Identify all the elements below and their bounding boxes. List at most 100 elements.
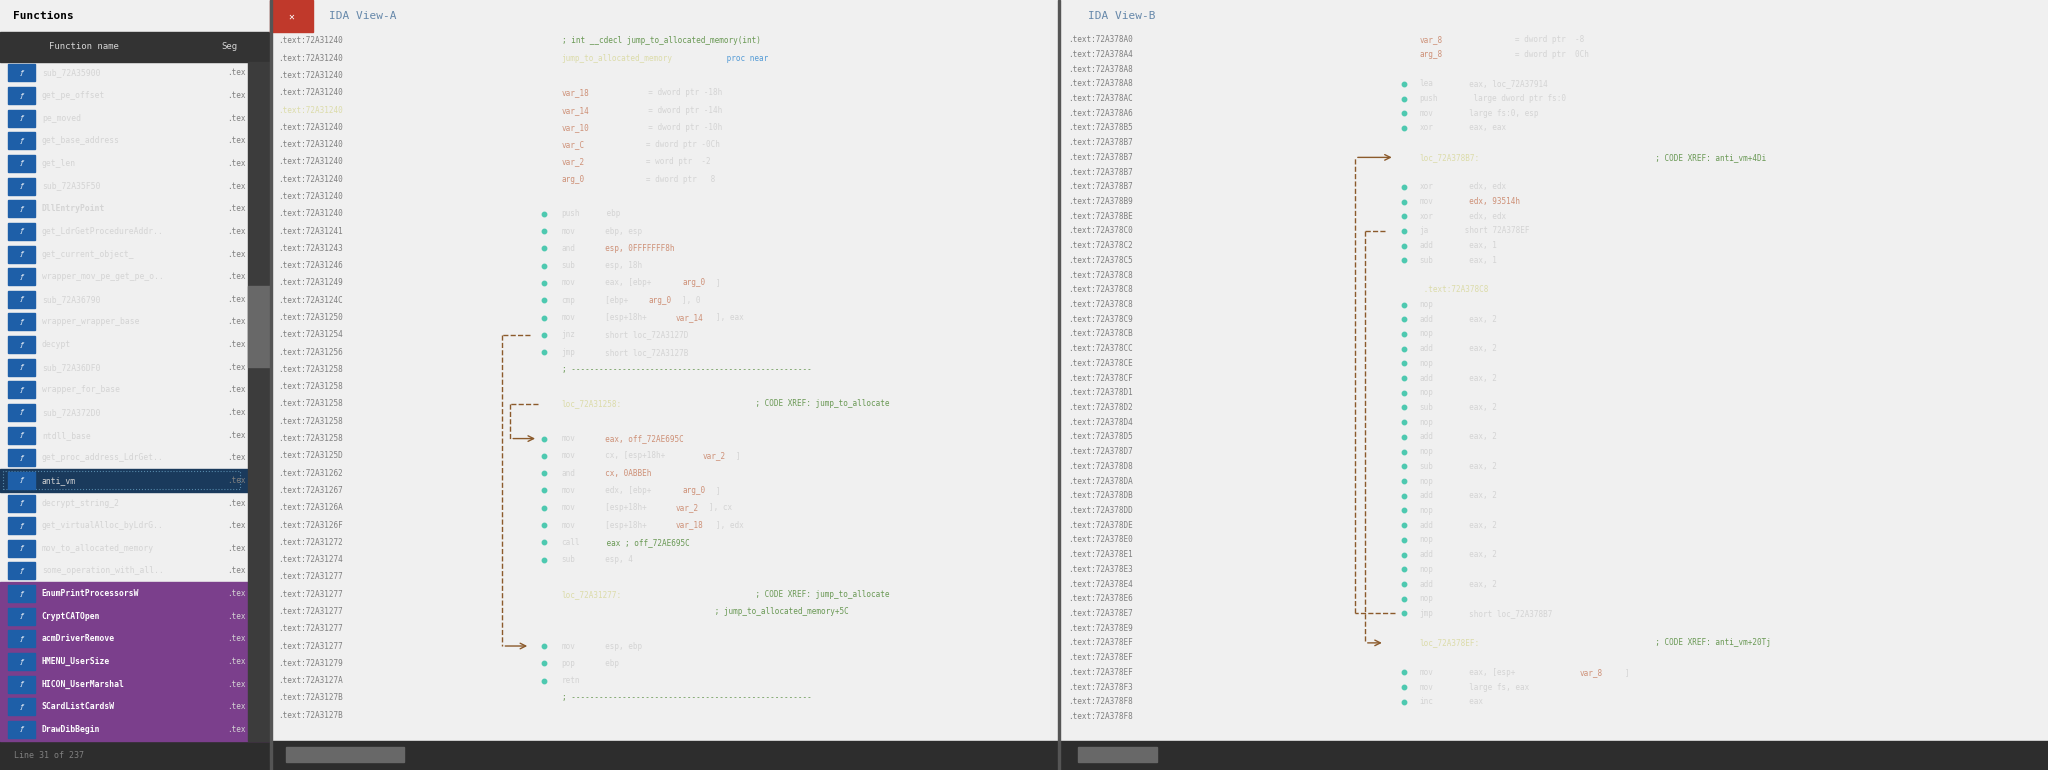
Bar [8, 449, 35, 467]
Text: ebp: ebp [582, 659, 618, 668]
Bar [8, 200, 35, 217]
Text: ]: ] [1624, 668, 1628, 677]
Text: .text:72A378CE: .text:72A378CE [1067, 359, 1133, 368]
Text: .text:72A378CB: .text:72A378CB [1067, 330, 1133, 339]
Text: edx, edx: edx, edx [1446, 182, 1505, 191]
Bar [8, 653, 35, 670]
Text: eax: eax [1446, 697, 1483, 706]
Text: .text:72A31240: .text:72A31240 [279, 192, 342, 201]
Text: EnumPrintProcessorsW: EnumPrintProcessorsW [41, 589, 139, 598]
Text: nop: nop [1419, 506, 1434, 515]
Text: Line 31 of 237: Line 31 of 237 [14, 751, 84, 760]
Text: ]: ] [735, 451, 739, 460]
Text: .text:72A378B9: .text:72A378B9 [1067, 197, 1133, 206]
Text: wrapper_mov_pe_get_pe_o..: wrapper_mov_pe_get_pe_o.. [41, 272, 164, 281]
Text: .tex: .tex [227, 454, 246, 462]
Text: = word ptr  -2: = word ptr -2 [596, 158, 711, 166]
Bar [2, 471, 240, 490]
Text: short 72A378EF: short 72A378EF [1438, 226, 1530, 236]
Bar [8, 562, 35, 580]
Text: .text:72A31258: .text:72A31258 [279, 400, 342, 409]
Text: and: and [561, 469, 575, 477]
Bar [8, 268, 35, 285]
Text: .tex: .tex [227, 363, 246, 372]
Bar [1059, 741, 2048, 770]
Bar [8, 223, 35, 240]
Text: nop: nop [1419, 359, 1434, 368]
Text: short loc_72A3127B: short loc_72A3127B [582, 347, 688, 357]
Bar [0, 673, 270, 695]
Text: .text:72A378E4: .text:72A378E4 [1067, 580, 1133, 588]
Text: ƒ: ƒ [20, 364, 25, 370]
Text: = dword ptr   8: = dword ptr 8 [596, 175, 715, 184]
Text: .text:72A378C8: .text:72A378C8 [1067, 300, 1133, 309]
Text: DllEntryPoint: DllEntryPoint [41, 204, 104, 213]
Text: .tex: .tex [227, 498, 246, 507]
Text: arg_8: arg_8 [1419, 50, 1442, 59]
Text: .tex: .tex [227, 136, 246, 146]
Text: .text:72A378B7: .text:72A378B7 [1067, 153, 1133, 162]
Bar [8, 313, 35, 330]
Text: ƒ: ƒ [20, 116, 25, 121]
Text: decypt: decypt [41, 340, 72, 349]
Text: .text:72A31240: .text:72A31240 [279, 54, 342, 63]
Bar [248, 62, 270, 741]
Bar [8, 698, 35, 715]
Text: = dword ptr -0Ch: = dword ptr -0Ch [596, 140, 721, 149]
Text: .text:72A378DD: .text:72A378DD [1067, 506, 1133, 515]
Text: ƒ: ƒ [20, 183, 25, 189]
Text: sub: sub [561, 555, 575, 564]
Text: HMENU_UserSize: HMENU_UserSize [41, 657, 111, 666]
Text: ƒ: ƒ [20, 206, 25, 212]
Text: .text:72A378D8: .text:72A378D8 [1067, 462, 1133, 470]
Text: .text:72A31240: .text:72A31240 [279, 71, 342, 80]
Text: short loc_72A378B7: short loc_72A378B7 [1446, 609, 1552, 618]
Text: get_virtualAlloc_byLdrG..: get_virtualAlloc_byLdrG.. [41, 521, 164, 531]
Text: .tex: .tex [227, 521, 246, 531]
Text: .text:72A31240: .text:72A31240 [279, 209, 342, 219]
Text: .text:72A378E3: .text:72A378E3 [1067, 565, 1133, 574]
Text: nop: nop [1419, 565, 1434, 574]
Text: .text:72A378A0: .text:72A378A0 [1067, 35, 1133, 44]
Text: edx, 93514h: edx, 93514h [1446, 197, 1520, 206]
Text: nop: nop [1419, 535, 1434, 544]
Text: .text:72A31246: .text:72A31246 [279, 261, 342, 270]
Text: = dword ptr  -8: = dword ptr -8 [1464, 35, 1585, 44]
Text: .text:72A31267: .text:72A31267 [279, 486, 342, 495]
Text: eax, [ebp+: eax, [ebp+ [582, 279, 651, 287]
Text: Function name: Function name [49, 42, 119, 52]
Bar [8, 517, 35, 534]
Text: 00001240  72A31240:  jump_to_allocated_memory  (Synchronized with Hex View-1): 00001240 72A31240: jump_to_allocated_mem… [279, 751, 635, 760]
Text: eax, 2: eax, 2 [1446, 373, 1497, 383]
Text: CryptCATOpen: CryptCATOpen [41, 611, 100, 621]
Text: .text:72A31258: .text:72A31258 [279, 382, 342, 391]
Text: HICON_UserMarshal: HICON_UserMarshal [41, 680, 125, 688]
Text: eax, 2: eax, 2 [1446, 344, 1497, 353]
Text: xor: xor [1419, 123, 1434, 132]
Text: eax, off_72AE695C: eax, off_72AE695C [582, 434, 684, 443]
Text: anti_vm: anti_vm [41, 476, 76, 485]
Text: .tex: .tex [227, 182, 246, 191]
Text: mov: mov [561, 521, 575, 530]
Bar [8, 246, 35, 263]
Text: ƒ: ƒ [20, 500, 25, 506]
Text: sub_72A372D0: sub_72A372D0 [41, 408, 100, 417]
Text: .text:72A378C5: .text:72A378C5 [1067, 256, 1133, 265]
Bar [0, 469, 270, 492]
Text: esp, 4: esp, 4 [582, 555, 633, 564]
Text: .text:72A31240: .text:72A31240 [279, 36, 342, 45]
Text: .tex: .tex [227, 227, 246, 236]
Text: eax, [esp+: eax, [esp+ [1446, 668, 1516, 677]
Text: nop: nop [1419, 330, 1434, 339]
Text: eax, 1: eax, 1 [1446, 241, 1497, 250]
Text: eax, 2: eax, 2 [1446, 550, 1497, 559]
Text: add: add [1419, 373, 1434, 383]
Text: eax, 2: eax, 2 [1446, 580, 1497, 588]
Text: ƒ: ƒ [20, 726, 25, 732]
Text: ; int __cdecl jump_to_allocated_memory(int): ; int __cdecl jump_to_allocated_memory(i… [561, 36, 760, 45]
Text: sub_72A35900: sub_72A35900 [41, 69, 100, 78]
Text: add: add [1419, 433, 1434, 441]
Text: .text:72A378E6: .text:72A378E6 [1067, 594, 1133, 603]
Text: esp, ebp: esp, ebp [582, 641, 641, 651]
Text: ; ----------------------------------------------------: ; --------------------------------------… [561, 365, 811, 374]
